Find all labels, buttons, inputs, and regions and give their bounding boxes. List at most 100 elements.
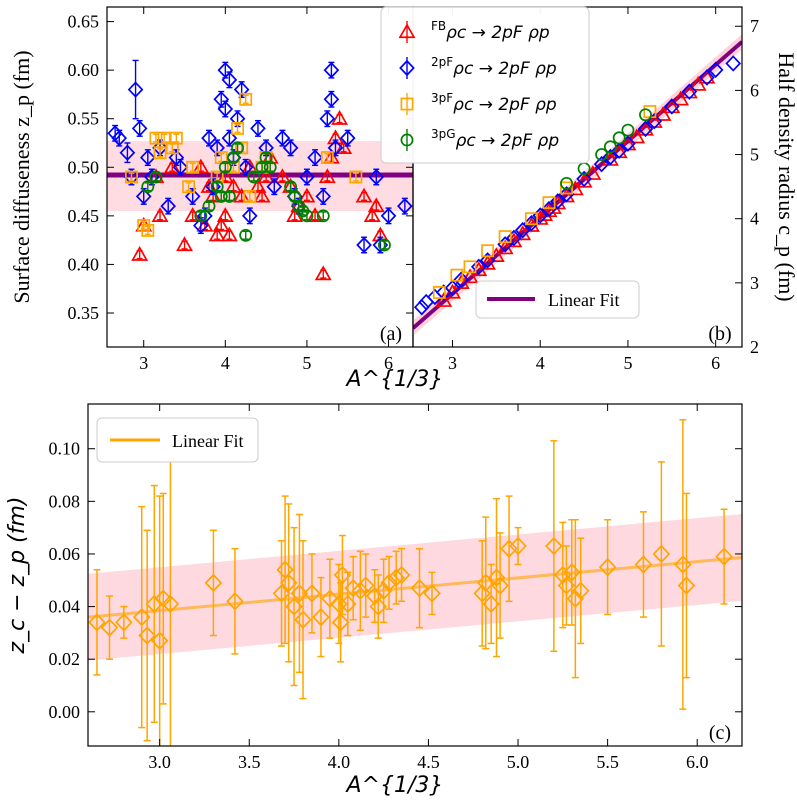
data-point <box>584 165 602 180</box>
data-point <box>506 229 522 247</box>
panel-label-a: (a) <box>380 323 402 345</box>
legend-box <box>475 280 640 319</box>
data-point <box>320 151 334 165</box>
data-point <box>273 168 291 184</box>
data-point <box>365 586 384 606</box>
data-point <box>216 207 234 222</box>
data-point <box>524 212 538 226</box>
data-point <box>637 120 654 138</box>
y-tick-label: 0.04 <box>49 597 81 617</box>
data-point <box>149 170 163 184</box>
data-point <box>249 178 267 193</box>
data-point <box>707 61 724 79</box>
x-tick-label: 3.0 <box>148 752 171 772</box>
data-point <box>444 279 461 297</box>
legend-label: Linear Fit <box>548 290 619 310</box>
data-point <box>169 131 183 145</box>
plot-area <box>107 59 413 281</box>
data-point <box>123 168 140 186</box>
data-point <box>663 98 680 115</box>
y-tick-label: 2 <box>750 337 759 357</box>
panel-b: 3 4 5 6 2 3 4 5 6 7 (b) Half density radius c_p (fm… <box>412 6 797 373</box>
data-point <box>214 189 228 203</box>
data-point <box>725 55 742 72</box>
data-point <box>435 292 453 307</box>
data-point <box>314 265 332 281</box>
data-point <box>184 207 202 222</box>
y-tick-label: 6 <box>750 80 759 100</box>
data-point <box>100 618 119 637</box>
data-point <box>161 594 180 614</box>
data-point <box>221 129 238 147</box>
data-point <box>141 180 155 194</box>
data-point <box>558 186 575 203</box>
data-point <box>290 584 309 603</box>
data-point <box>432 286 446 299</box>
data-point <box>306 207 324 222</box>
data-point <box>209 139 225 157</box>
data-point <box>356 236 372 254</box>
data-point <box>307 149 323 166</box>
data-point <box>274 129 291 147</box>
data-point <box>263 160 277 174</box>
data-point <box>220 226 238 242</box>
data-point <box>491 576 509 595</box>
x-tick-label: 6 <box>711 353 720 373</box>
data-point <box>380 207 397 225</box>
plot-area <box>88 419 742 746</box>
data-point <box>699 69 715 86</box>
legend-entry: 3pGρc → 2pF ρp <box>431 127 559 151</box>
data-point <box>715 547 733 566</box>
data-point <box>153 146 167 160</box>
data-point <box>541 200 557 218</box>
data-point <box>315 188 332 205</box>
data-point <box>125 170 138 184</box>
y-tick-label: 0.35 <box>68 303 100 323</box>
data-point <box>235 141 249 155</box>
y-tick-label: 0.65 <box>68 12 100 32</box>
data-point <box>621 123 635 137</box>
panel-c: 3.0 3.5 4.0 4.5 5.0 5.5 6.0 0.00 0.02 0.04 0.06 0.0… <box>5 403 743 798</box>
data-point <box>257 168 275 184</box>
x-tick-label: 5.5 <box>596 752 619 772</box>
data-point <box>182 180 196 194</box>
data-point <box>674 555 692 574</box>
data-point <box>221 71 238 89</box>
x-tick-label: 6 <box>384 353 393 373</box>
data-point <box>331 613 350 632</box>
data-point <box>303 584 321 603</box>
data-point <box>192 158 210 174</box>
data-point <box>202 199 216 213</box>
data-point <box>498 230 512 244</box>
data-point <box>111 129 128 147</box>
data-point <box>595 148 609 161</box>
plot-frame <box>87 403 743 747</box>
data-point <box>639 108 652 122</box>
y-tick-label: 0.45 <box>68 206 100 226</box>
data-point <box>231 121 245 135</box>
x-tick-label: 5 <box>302 353 311 373</box>
data-point <box>563 563 581 582</box>
y-tick-label: 0.60 <box>68 60 100 80</box>
data-point <box>349 170 363 184</box>
data-point <box>410 578 429 598</box>
legend-marker <box>399 59 415 77</box>
data-point <box>380 573 398 593</box>
fit-line <box>88 555 742 619</box>
data-point <box>367 197 385 213</box>
series-circle <box>560 108 652 190</box>
data-point <box>298 187 316 203</box>
x-tick-label: 4.5 <box>417 752 440 772</box>
data-point <box>154 589 173 608</box>
data-point <box>247 170 261 184</box>
data-point <box>312 607 330 627</box>
series-triangle <box>131 110 389 281</box>
series-diamond <box>88 419 733 746</box>
data-point <box>681 83 698 100</box>
data-point <box>689 75 707 91</box>
data-point <box>151 207 169 222</box>
y-tick-label: 0.10 <box>49 439 81 459</box>
x-tick-label: 3 <box>448 353 457 373</box>
data-point <box>677 576 696 595</box>
